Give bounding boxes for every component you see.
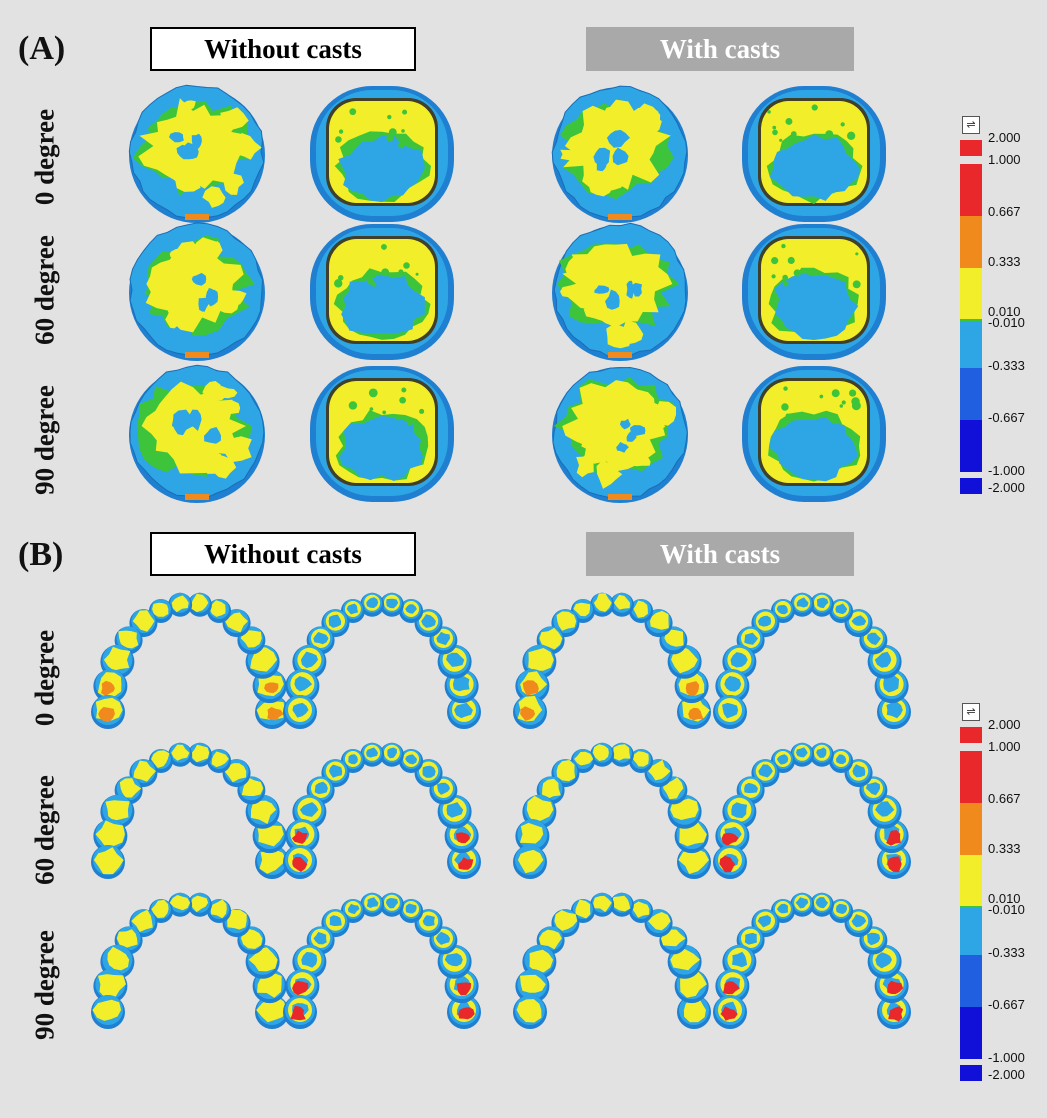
scale-band <box>960 316 982 319</box>
scale-band <box>960 420 982 472</box>
scale-band <box>960 751 982 803</box>
arch-outer-without-0 <box>91 592 289 729</box>
scale-band <box>960 319 982 321</box>
crown-inner-without-1 <box>310 224 454 360</box>
panel-label-a: (A) <box>18 30 66 67</box>
scale-band <box>960 903 982 906</box>
scale-tick-label: -1.000 <box>988 1050 1025 1065</box>
crown-outer-without-0 <box>128 84 265 223</box>
scale-band <box>960 268 982 316</box>
header-with-casts-b: With casts <box>586 532 854 576</box>
scale-tick-label: 0.010 <box>988 304 1021 319</box>
arch-outer-with-1 <box>513 742 711 879</box>
scale-tick-label: 2.000 <box>988 130 1021 145</box>
scale-band <box>960 727 982 743</box>
scale-tick-label: 0.333 <box>988 841 1021 856</box>
scale-tick-label: -2.000 <box>988 480 1025 495</box>
scale-tick-label: 0.010 <box>988 891 1021 906</box>
scale-band <box>960 908 982 955</box>
scale-band <box>960 216 982 268</box>
scale-tick-label: -0.667 <box>988 410 1025 425</box>
scale-band <box>960 1065 982 1081</box>
arch-inner-without-1 <box>283 742 481 879</box>
header-without-casts-b: Without casts <box>150 532 416 576</box>
scale-band <box>960 906 982 908</box>
arch-outer-with-2 <box>513 892 711 1029</box>
scale-tick-label: 0.667 <box>988 204 1021 219</box>
scale-band <box>960 955 982 1007</box>
scale-tick-label: 0.667 <box>988 791 1021 806</box>
arch-outer-without-1 <box>91 742 289 879</box>
header-without-casts-a: Without casts <box>150 27 416 71</box>
arch-outer-without-2 <box>91 892 289 1029</box>
scale-band <box>960 803 982 855</box>
header-with-casts-a: With casts <box>586 27 854 71</box>
arch-inner-with-2 <box>713 892 911 1029</box>
scale-tick-label: -0.333 <box>988 945 1025 960</box>
panel-label-b: (B) <box>18 536 64 573</box>
slider-settings-icon[interactable]: ⇌ <box>962 116 980 134</box>
slider-settings-icon[interactable]: ⇌ <box>962 703 980 721</box>
crown-inner-with-0 <box>742 86 886 222</box>
arch-inner-without-0 <box>283 592 481 729</box>
scale-band <box>960 140 982 156</box>
crown-outer-without-1 <box>129 222 265 361</box>
scale-tick-label: -2.000 <box>988 1067 1025 1082</box>
scale-tick-label: -0.010 <box>988 902 1025 917</box>
crown-outer-without-2 <box>129 364 265 503</box>
scale-tick-label: -1.000 <box>988 463 1025 478</box>
crown-outer-with-1 <box>552 222 688 361</box>
arch-inner-with-1 <box>713 742 911 879</box>
scale-tick-label: -0.333 <box>988 358 1025 373</box>
arch-inner-without-2 <box>283 892 481 1029</box>
scale-band <box>960 164 982 216</box>
scale-tick-label: 0.333 <box>988 254 1021 269</box>
scale-tick-label: -0.667 <box>988 997 1025 1012</box>
scale-band <box>960 321 982 368</box>
scale-band <box>960 368 982 420</box>
crown-inner-without-0 <box>310 86 454 222</box>
arch-outer-with-0 <box>513 592 711 729</box>
crown-inner-with-1 <box>742 224 886 360</box>
scale-band <box>960 855 982 903</box>
crown-inner-with-2 <box>742 366 886 502</box>
crown-outer-with-0 <box>551 85 688 223</box>
crown-inner-without-2 <box>310 366 454 502</box>
scale-band <box>960 1007 982 1059</box>
scale-tick-label: 1.000 <box>988 739 1021 754</box>
scale-band <box>960 478 982 494</box>
scale-tick-label: -0.010 <box>988 315 1025 330</box>
crown-outer-with-2 <box>552 366 688 503</box>
arch-inner-with-0 <box>713 592 911 729</box>
scale-tick-label: 2.000 <box>988 717 1021 732</box>
scale-tick-label: 1.000 <box>988 152 1021 167</box>
